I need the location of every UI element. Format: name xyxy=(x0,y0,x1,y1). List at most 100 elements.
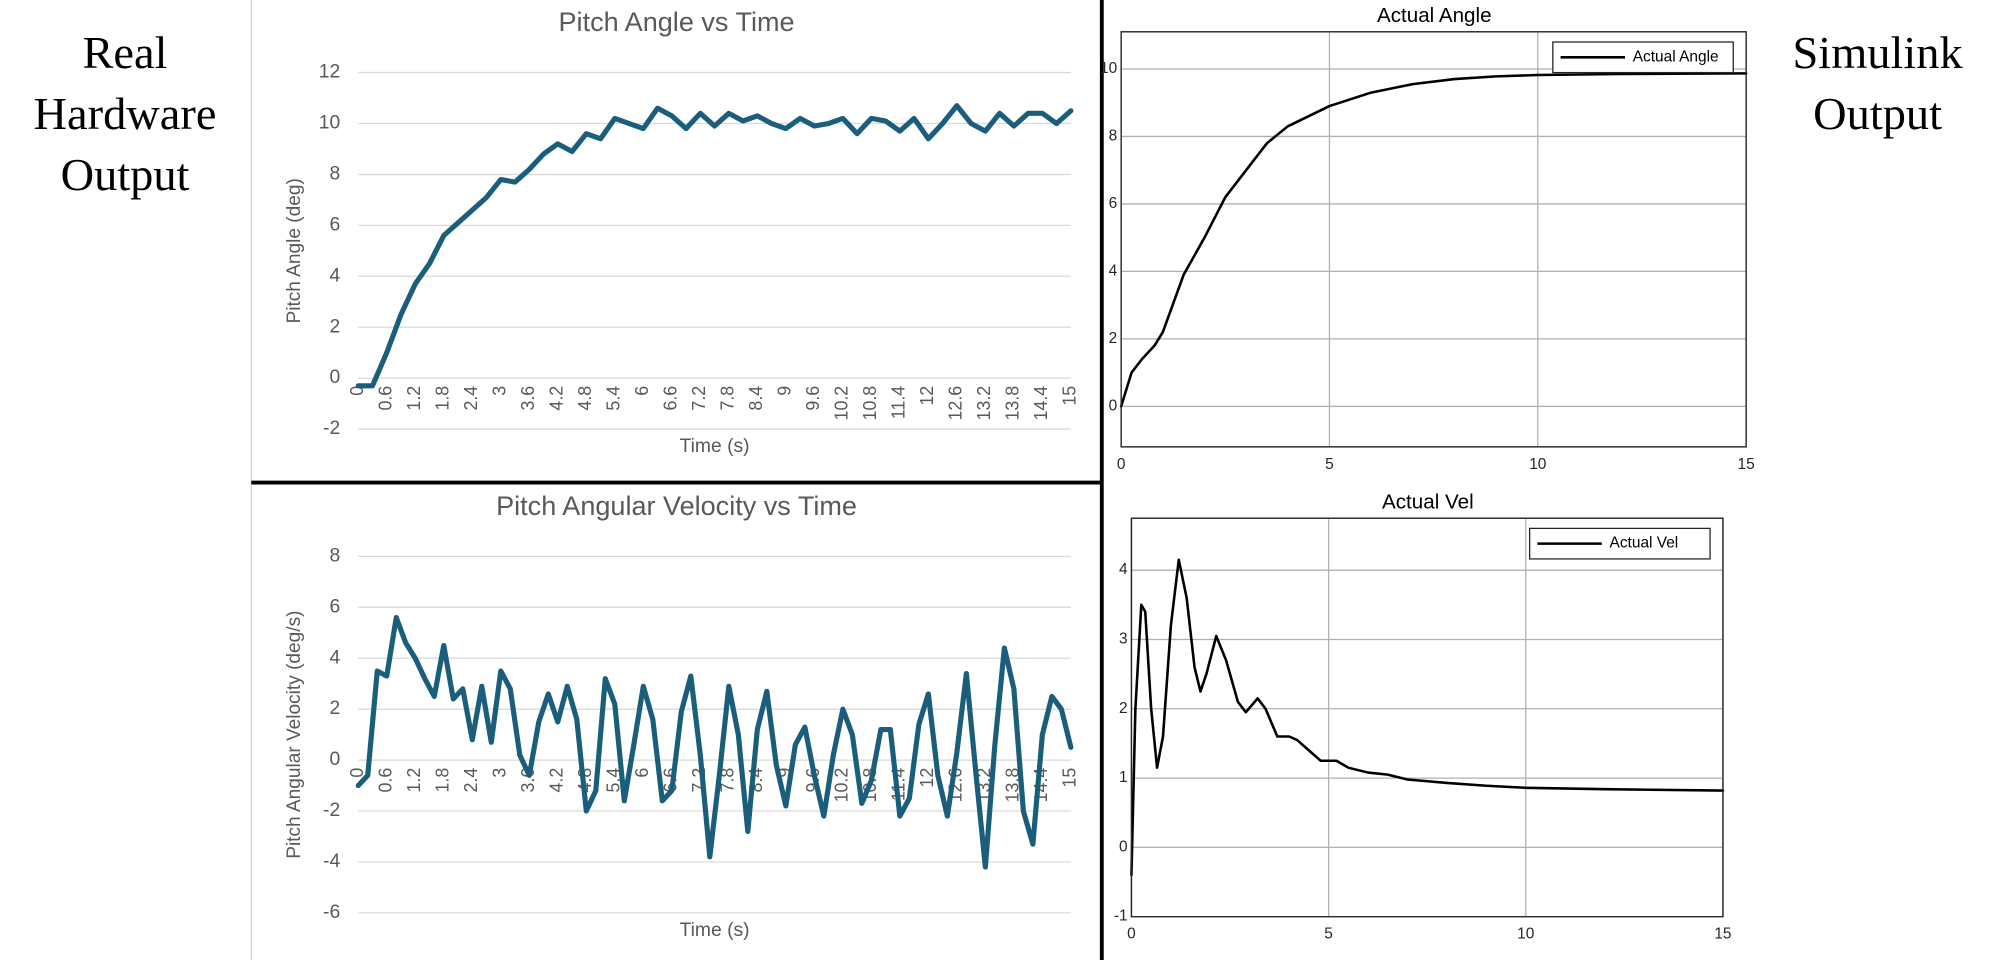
y-tick-label: -2 xyxy=(323,418,340,439)
y-tick-label: 2 xyxy=(1119,700,1128,717)
x-axis-label: Time (s) xyxy=(680,436,750,457)
x-tick-label: 8.4 xyxy=(746,768,766,793)
x-tick-label: 13.2 xyxy=(974,386,994,421)
side-label: Simulink xyxy=(1793,27,1964,78)
y-axis-label: Pitch Angle (deg) xyxy=(284,178,305,323)
y-tick-label: 4 xyxy=(1109,263,1118,280)
x-tick-label: 4.2 xyxy=(546,768,566,793)
x-tick-label: 5.4 xyxy=(603,386,623,411)
y-tick-label: 2 xyxy=(329,316,340,337)
plot-area xyxy=(1130,517,1724,918)
x-tick-label: 4.2 xyxy=(546,386,566,411)
chart-title: Actual Angle xyxy=(1377,4,1492,27)
x-tick-label: 0 xyxy=(347,386,367,396)
x-tick-label: 9.6 xyxy=(803,386,823,411)
x-axis-label: Time (s) xyxy=(680,920,750,941)
y-tick-label: 12 xyxy=(319,62,341,83)
x-tick-label: 7.2 xyxy=(689,768,709,793)
x-tick-label: 8.4 xyxy=(746,386,766,411)
x-tick-label: 13.8 xyxy=(1003,386,1023,421)
y-tick-label: 8 xyxy=(329,546,340,567)
legend-label: Actual Vel xyxy=(1610,535,1679,552)
y-tick-label: 0 xyxy=(1109,398,1118,415)
y-tick-label: 6 xyxy=(329,596,340,617)
x-tick-label: 0 xyxy=(347,768,367,778)
x-tick-label: 15 xyxy=(1060,768,1080,788)
y-tick-label: 6 xyxy=(329,215,340,236)
y-tick-label: 0 xyxy=(329,367,340,388)
data-line xyxy=(1130,558,1725,877)
data-line xyxy=(1119,72,1748,408)
data-line xyxy=(355,614,1074,870)
y-tick-label: 3 xyxy=(1119,631,1128,648)
y-tick-label: 10 xyxy=(1100,60,1117,77)
x-tick-label: 15 xyxy=(1738,456,1755,473)
x-tick-label: 1.8 xyxy=(432,386,452,411)
x-tick-label: 7.2 xyxy=(689,386,709,411)
y-tick-label: 6 xyxy=(1109,195,1118,212)
x-tick-label: 3 xyxy=(489,768,509,778)
x-tick-label: 6 xyxy=(632,768,652,778)
y-tick-label: 0 xyxy=(1119,839,1128,856)
x-tick-label: 0.6 xyxy=(375,768,395,793)
side-label: Output xyxy=(61,149,190,200)
x-tick-label: 1.8 xyxy=(432,768,452,793)
plot-frame xyxy=(1130,517,1724,918)
x-tick-label: 3 xyxy=(489,386,509,396)
y-tick-label: -1 xyxy=(1114,908,1128,925)
legend-label: Actual Angle xyxy=(1633,48,1719,65)
x-tick-label: 15 xyxy=(1060,386,1080,406)
side-label: Output xyxy=(1813,88,1942,139)
chart-title: Pitch Angular Velocity vs Time xyxy=(496,491,857,521)
y-tick-label: 4 xyxy=(1119,561,1128,578)
x-tick-label: 5.4 xyxy=(603,768,623,793)
x-tick-label: 10 xyxy=(1517,926,1534,943)
side-label: Hardware xyxy=(34,88,217,139)
x-tick-label: 13.8 xyxy=(1003,768,1023,803)
x-tick-label: 6 xyxy=(632,386,652,396)
x-tick-label: 3.6 xyxy=(518,386,538,411)
data-line xyxy=(355,103,1074,389)
x-tick-label: 1.2 xyxy=(404,386,424,411)
x-tick-label: 15 xyxy=(1714,926,1731,943)
chart-title: Actual Vel xyxy=(1382,490,1474,513)
x-tick-label: 9 xyxy=(774,386,794,396)
x-tick-label: 0 xyxy=(1127,926,1136,943)
chart-title: Pitch Angle vs Time xyxy=(559,7,795,37)
y-tick-label: 1 xyxy=(1119,769,1128,786)
x-tick-label: 7.8 xyxy=(717,386,737,411)
y-tick-label: 4 xyxy=(329,265,340,286)
x-tick-label: 12 xyxy=(917,386,937,406)
x-tick-label: 12 xyxy=(917,768,937,788)
x-tick-label: 2.4 xyxy=(461,386,481,411)
y-tick-label: 10 xyxy=(319,113,341,134)
x-tick-label: 0 xyxy=(1117,456,1126,473)
x-tick-label: 12.6 xyxy=(946,386,966,421)
y-tick-label: -6 xyxy=(323,902,340,923)
y-tick-label: -2 xyxy=(323,800,340,821)
x-tick-label: 1.2 xyxy=(404,768,424,793)
y-tick-label: 0 xyxy=(329,749,340,770)
y-tick-label: -4 xyxy=(323,851,340,872)
x-tick-label: 3.6 xyxy=(518,768,538,793)
x-tick-label: 10 xyxy=(1529,456,1546,473)
y-tick-label: 2 xyxy=(1109,330,1118,347)
x-tick-label: 7.8 xyxy=(717,768,737,793)
x-tick-label: 10.2 xyxy=(832,386,852,421)
y-axis-label: Pitch Angular Velocity (deg/s) xyxy=(284,611,305,859)
x-tick-label: 10.2 xyxy=(832,768,852,803)
y-tick-label: 2 xyxy=(329,698,340,719)
x-tick-label: 5 xyxy=(1324,926,1333,943)
x-tick-label: 11.4 xyxy=(889,386,909,419)
y-tick-label: 8 xyxy=(1109,128,1118,145)
y-tick-label: 8 xyxy=(329,164,340,185)
x-tick-label: 14.4 xyxy=(1031,386,1051,421)
y-tick-label: 4 xyxy=(329,647,340,668)
plot-area xyxy=(1120,31,1747,448)
side-label: Real xyxy=(82,27,167,78)
x-tick-label: 9 xyxy=(774,768,794,778)
x-tick-label: 4.8 xyxy=(575,386,595,411)
x-tick-label: 2.4 xyxy=(461,768,481,793)
